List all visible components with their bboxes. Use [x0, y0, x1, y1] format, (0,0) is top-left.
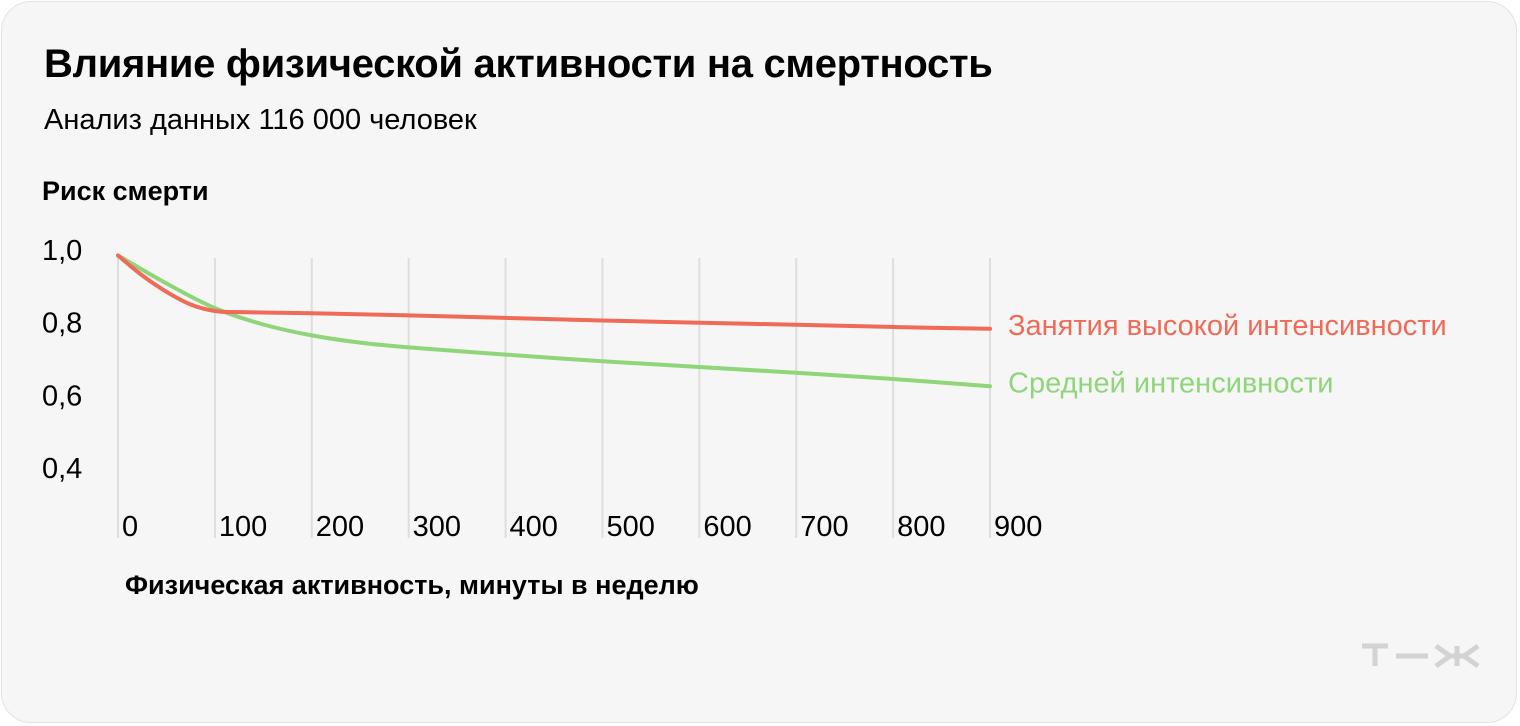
x-tick-label: 200: [316, 511, 364, 543]
series-lines: [116, 253, 992, 389]
grid-lines: [117, 258, 991, 538]
chart-subtitle: Анализ данных 116 000 человек: [44, 104, 477, 136]
x-tick-label: 900: [994, 511, 1042, 543]
y-tick-labels: 1,0 0,8 0,6 0,4: [42, 235, 82, 485]
y-tick-label: 0,4: [42, 453, 82, 485]
x-tick-label: 600: [703, 511, 751, 543]
x-tick-label: 400: [510, 511, 558, 543]
x-tick-label: 500: [606, 511, 654, 543]
x-tick-labels: 0 100 200 300 400 500 600 700 800 900: [122, 511, 1042, 543]
y-tick-label: 0,8: [42, 308, 82, 340]
x-tick-label: 800: [897, 511, 945, 543]
x-tick-label: 100: [219, 511, 267, 543]
series-label-medium-intensity: Средней интенсивности: [1008, 367, 1333, 399]
x-axis-title: Физическая активность, минуты в неделю: [125, 570, 699, 600]
y-tick-label: 1,0: [42, 235, 82, 267]
x-tick-label: 300: [413, 511, 461, 543]
x-tick-label: 700: [800, 511, 848, 543]
y-tick-label: 0,6: [42, 380, 82, 412]
tzh-logo: [1362, 643, 1480, 669]
x-tick-label: 0: [122, 511, 138, 543]
series-labels: Занятия высокой интенсивности Средней инт…: [1008, 310, 1447, 399]
chart-title: Влияние физической активности на смертно…: [44, 42, 993, 86]
y-axis-title: Риск смерти: [42, 176, 209, 206]
series-line-high-intensity: [116, 253, 992, 331]
series-label-high-intensity: Занятия высокой интенсивности: [1008, 310, 1447, 342]
